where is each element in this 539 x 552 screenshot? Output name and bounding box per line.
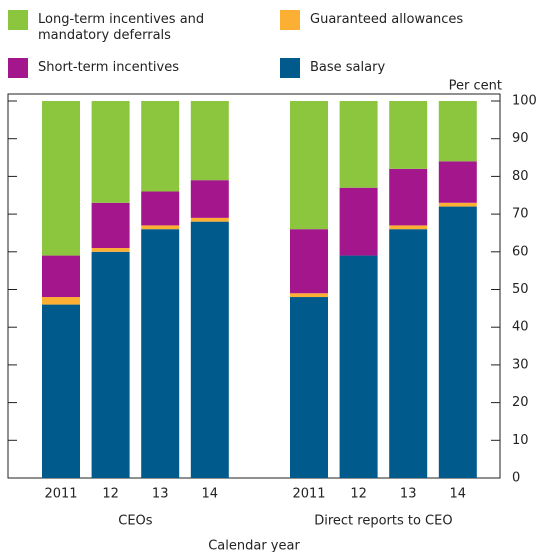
y-tick-label: 90 [512,131,529,146]
bar-segment [42,101,80,256]
bar-segment [190,101,229,181]
x-tick-label: 13 [400,487,417,502]
bar-segment [190,221,229,478]
bar-segment [91,248,130,252]
bar-segment [339,187,378,256]
y-tick-label: 70 [512,207,529,222]
bar-segment [190,180,229,218]
bar-segment [141,229,180,478]
y-tick-label: 60 [512,244,529,259]
bar-segment [290,101,328,230]
bar-segment [389,229,428,478]
x-tick-label: 2011 [44,487,77,502]
bar-segment [290,297,328,478]
legend-label: Base salary [310,60,386,75]
legend-swatch [8,10,28,30]
y-tick-label: 0 [512,471,520,486]
bar-segment [141,225,180,230]
group-label: CEOs [118,514,153,529]
group-label: Direct reports to CEO [314,514,452,529]
bar-segment [190,217,229,222]
legend-label: Long-term incentives and mandatory defer… [38,12,205,43]
y-tick-label: 50 [512,282,529,297]
bar-segment [42,297,80,305]
x-axis-label: Calendar year [208,539,300,552]
bar-segment [91,251,130,478]
bar-segment [42,255,80,298]
y-tick-label: 100 [512,94,537,109]
x-tick-label: 2011 [292,487,325,502]
bar-segment [389,168,428,226]
bar-segment [290,229,328,294]
bar-segment [438,202,477,207]
y-tick-label: 20 [512,395,529,410]
legend-swatch [8,58,28,78]
legend-swatch [280,58,300,78]
y-tick-label: 10 [512,433,529,448]
bar-segment [91,101,130,203]
x-tick-label: 13 [152,487,169,502]
x-tick-label: 12 [350,487,367,502]
y-axis-label: Per cent [449,79,502,94]
bar-segment [438,206,477,478]
bar-segment [438,101,477,162]
x-tick-label: 14 [450,487,467,502]
bar-segment [290,293,328,298]
bar-segment [438,161,477,203]
legend-label: Guaranteed allowances [310,12,464,27]
y-tick-label: 40 [512,320,529,335]
bar-segment [141,101,180,192]
bar-segment [141,191,180,226]
plot-frame [7,93,501,479]
bar-segment [91,202,130,249]
bar-segment [389,225,428,230]
legend-swatch [280,10,300,30]
x-tick-label: 12 [102,487,119,502]
bar-segment [339,255,378,478]
y-tick-label: 80 [512,169,529,184]
y-tick-label: 30 [512,357,529,372]
bar-segment [389,101,428,169]
x-tick-label: 14 [202,487,219,502]
bar-segment [42,304,80,478]
bar-segment [339,101,378,188]
legend-label: Short-term incentives [38,60,179,75]
